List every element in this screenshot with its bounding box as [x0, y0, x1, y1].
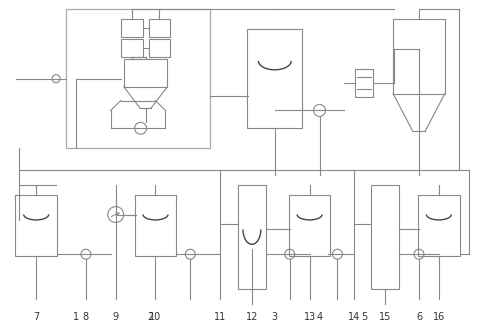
Text: 8: 8	[83, 312, 89, 322]
Text: 4: 4	[316, 312, 323, 322]
Bar	[355, 69, 373, 96]
Text: 11: 11	[214, 312, 226, 322]
Bar	[248, 29, 302, 128]
Bar	[393, 19, 445, 94]
Bar	[15, 195, 57, 256]
Text: 13: 13	[304, 312, 315, 322]
Text: 6: 6	[416, 312, 422, 322]
Text: 1: 1	[73, 312, 79, 322]
Bar	[149, 19, 170, 37]
Text: 5: 5	[361, 312, 368, 322]
Bar	[120, 39, 142, 57]
Text: 10: 10	[149, 312, 162, 322]
Text: 9: 9	[113, 312, 119, 322]
Text: 7: 7	[33, 312, 39, 322]
Text: 16: 16	[433, 312, 445, 322]
Bar	[371, 185, 399, 289]
Bar	[66, 9, 210, 148]
Bar	[149, 39, 170, 57]
Bar	[289, 195, 330, 256]
Text: 14: 14	[348, 312, 360, 322]
Bar	[135, 195, 176, 256]
Bar	[418, 195, 460, 256]
Bar	[120, 19, 142, 37]
Text: 3: 3	[272, 312, 278, 322]
Text: 12: 12	[246, 312, 258, 322]
Bar	[124, 59, 167, 87]
Text: 2: 2	[147, 312, 153, 322]
Bar	[238, 185, 266, 289]
Text: 15: 15	[379, 312, 391, 322]
